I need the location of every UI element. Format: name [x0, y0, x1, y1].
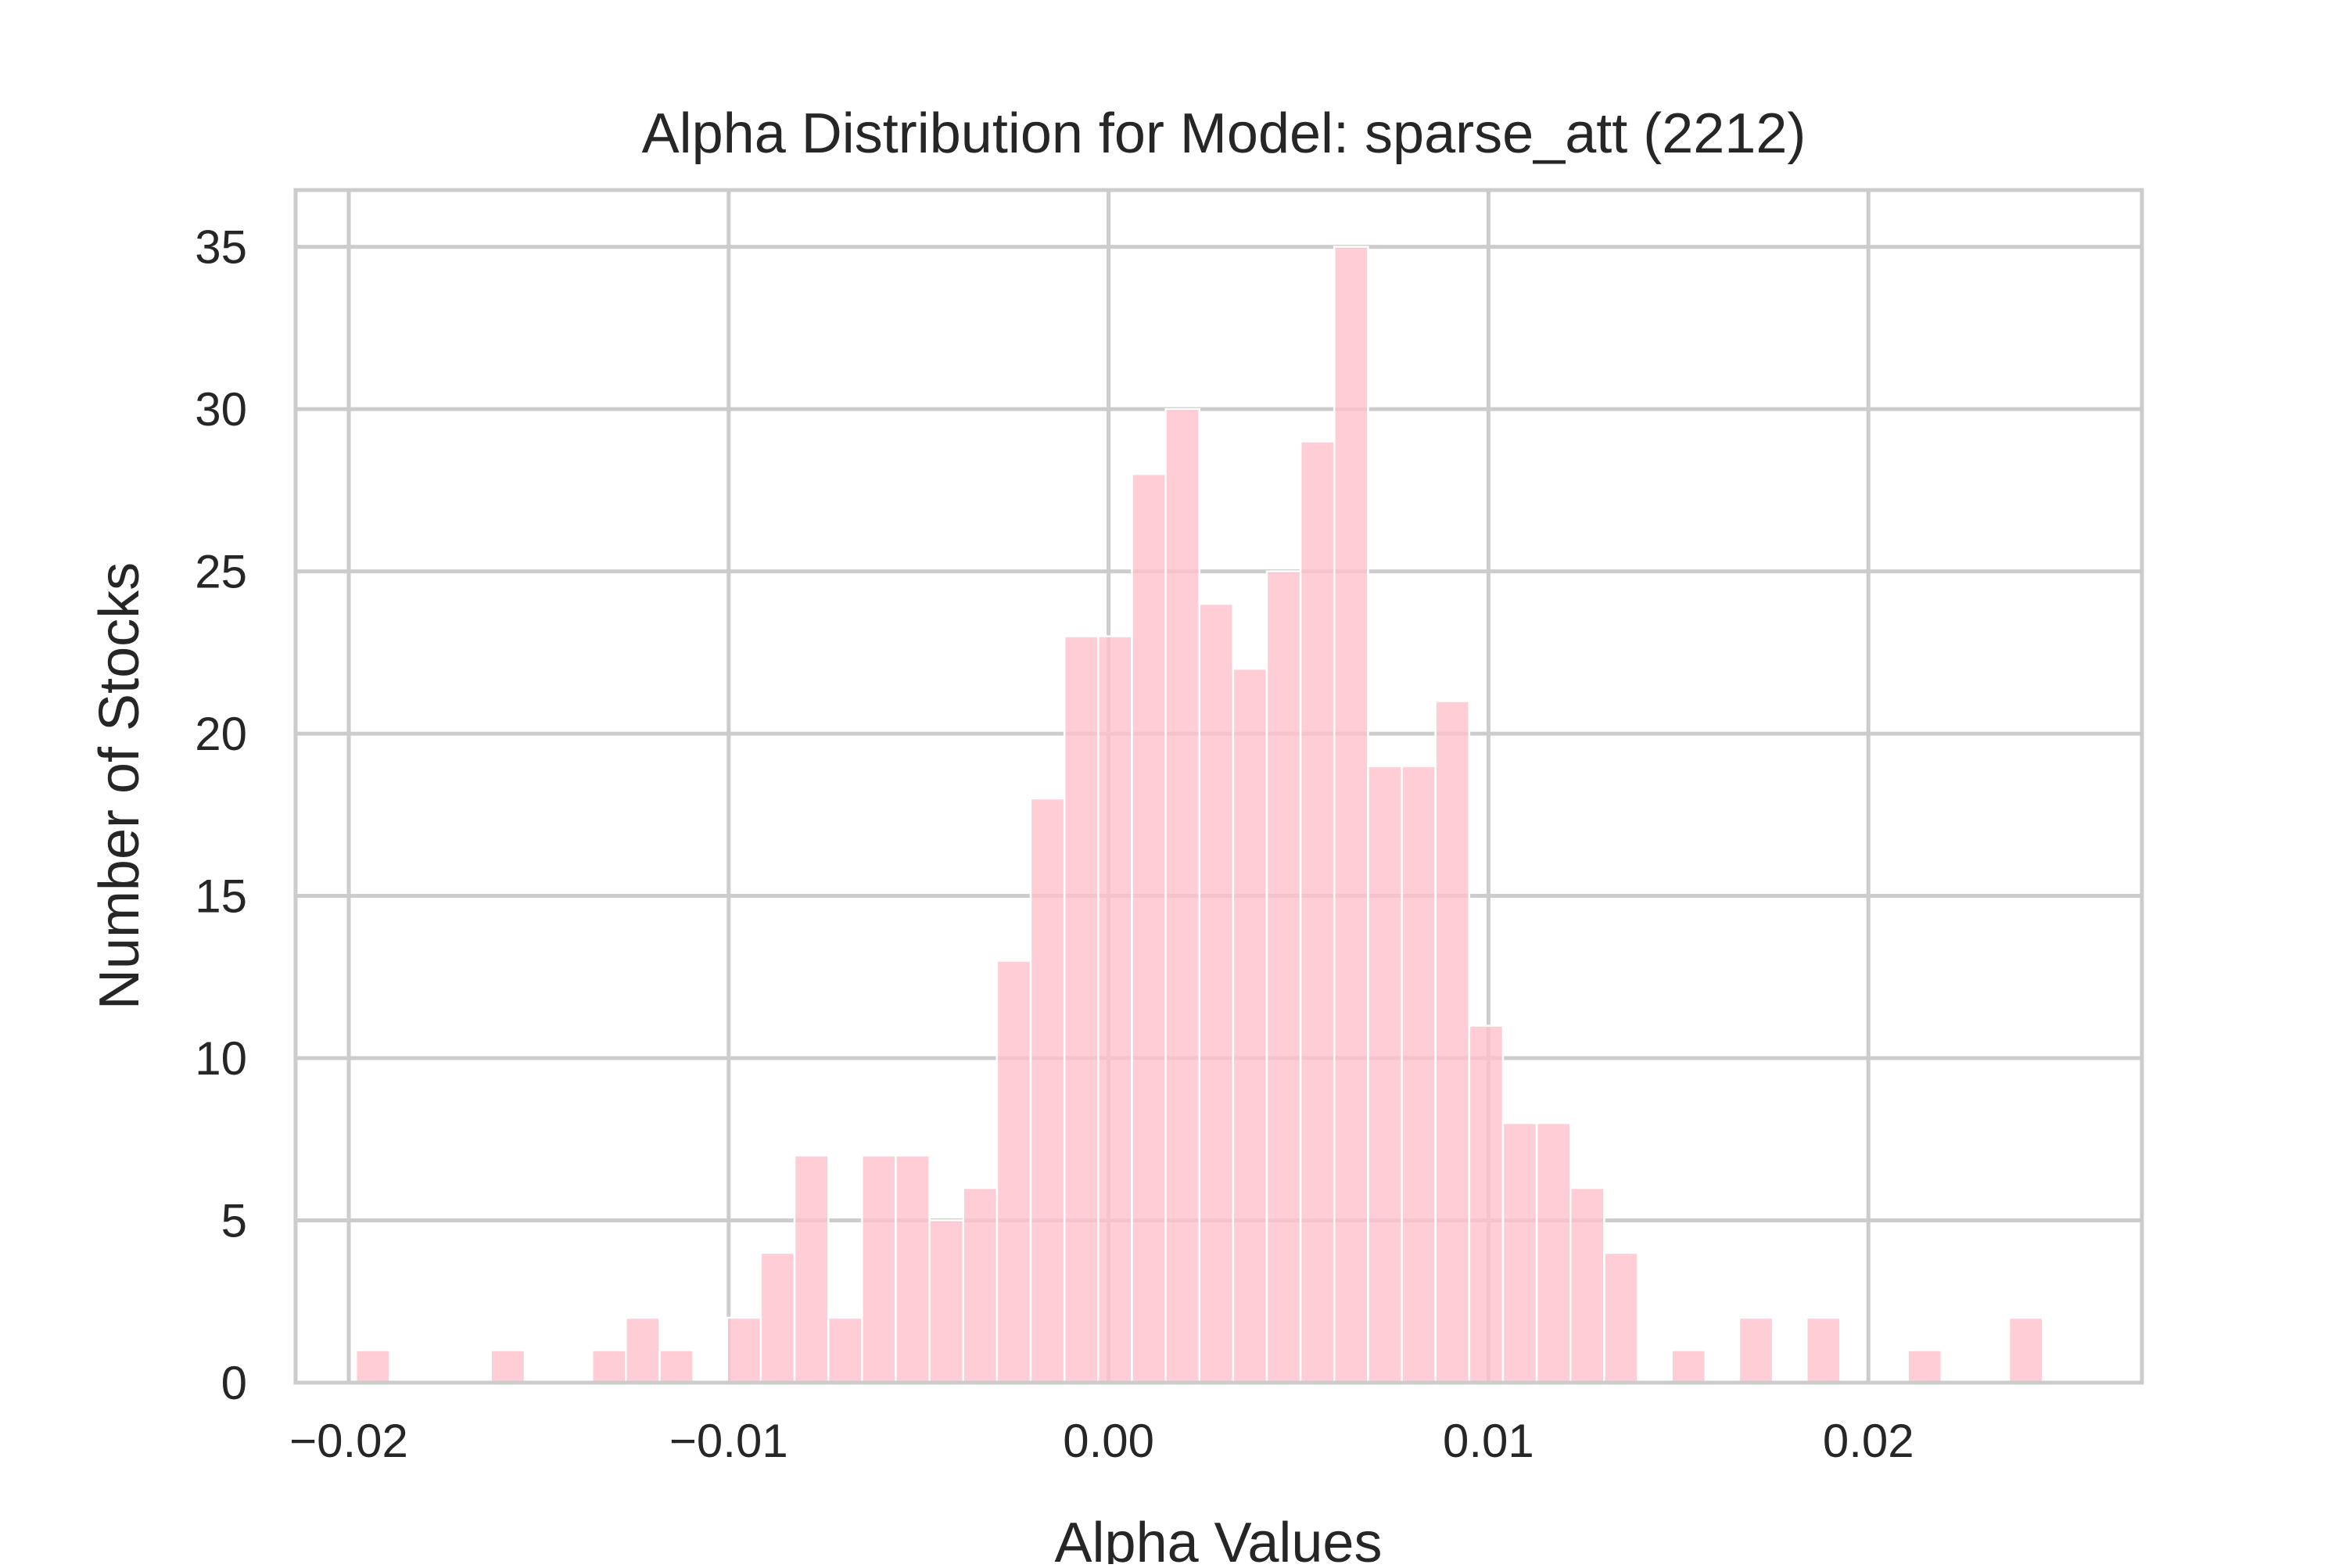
- x-tick-label: 0.02: [1823, 1415, 1914, 1467]
- y-axis-label: Number of Stocks: [88, 562, 151, 1010]
- histogram-bar: [1603, 1251, 1639, 1384]
- histogram-bar: [1131, 472, 1167, 1384]
- x-axis-ticks: −0.02 −0.01 0.00 0.01 0.02: [289, 1415, 1914, 1467]
- histogram-bar: [1097, 635, 1133, 1384]
- histogram-bar: [1670, 1349, 1707, 1384]
- histogram-bar: [895, 1154, 931, 1384]
- histogram-bar: [793, 1154, 830, 1384]
- histogram-bar: [1232, 667, 1268, 1384]
- histogram-bar: [1468, 1024, 1505, 1384]
- histogram-bar: [1501, 1121, 1538, 1384]
- histogram-bar: [1367, 765, 1403, 1384]
- histogram-bars: [354, 246, 2044, 1384]
- y-tick-label: 20: [195, 708, 247, 760]
- y-tick-label: 30: [195, 383, 247, 436]
- x-axis-label: Alpha Values: [1055, 1512, 1383, 1564]
- histogram-bar: [1164, 407, 1200, 1384]
- histogram-bar: [759, 1251, 796, 1384]
- histogram-bar: [962, 1186, 999, 1384]
- histogram-bar: [1569, 1186, 1605, 1384]
- histogram-bar: [1063, 635, 1099, 1384]
- histogram-bar: [625, 1316, 661, 1384]
- histogram-bar: [1401, 765, 1437, 1384]
- histogram-bar: [658, 1349, 694, 1384]
- y-tick-label: 0: [221, 1357, 247, 1409]
- histogram-bar: [1434, 700, 1471, 1384]
- y-axis-ticks: 0 5 10 15 20 25 30 35: [195, 221, 247, 1409]
- histogram-bar: [995, 960, 1032, 1384]
- x-tick-label: −0.01: [669, 1415, 788, 1467]
- y-tick-label: 25: [195, 546, 247, 598]
- histogram-bar: [590, 1349, 627, 1384]
- histogram-bar: [1198, 602, 1235, 1384]
- y-tick-label: 35: [195, 221, 247, 274]
- x-tick-label: 0.00: [1063, 1415, 1154, 1467]
- y-tick-label: 5: [221, 1195, 247, 1247]
- histogram-bar: [1805, 1316, 1842, 1384]
- histogram-bar: [1029, 797, 1066, 1384]
- x-tick-label: −0.02: [289, 1415, 408, 1467]
- histogram-bar: [1333, 246, 1369, 1384]
- histogram-bar: [1535, 1121, 1572, 1384]
- plot-frame: [293, 188, 2144, 1385]
- histogram-bar: [827, 1316, 863, 1384]
- histogram-bar: [2007, 1316, 2044, 1384]
- histogram-bar: [354, 1349, 391, 1384]
- x-tick-label: 0.01: [1443, 1415, 1534, 1467]
- y-tick-label: 15: [195, 870, 247, 923]
- y-tick-label: 10: [195, 1032, 247, 1085]
- histogram-bar: [1265, 570, 1302, 1384]
- histogram-bar: [490, 1349, 526, 1384]
- histogram-bar: [928, 1219, 964, 1384]
- histogram-bar: [1299, 440, 1336, 1384]
- histogram-bar: [1907, 1349, 1943, 1384]
- histogram-bar: [726, 1316, 762, 1384]
- chart-title: Alpha Distribution for Model: sparse_att…: [642, 102, 1806, 165]
- histogram-bar: [1738, 1316, 1774, 1384]
- histogram-bar: [861, 1154, 897, 1384]
